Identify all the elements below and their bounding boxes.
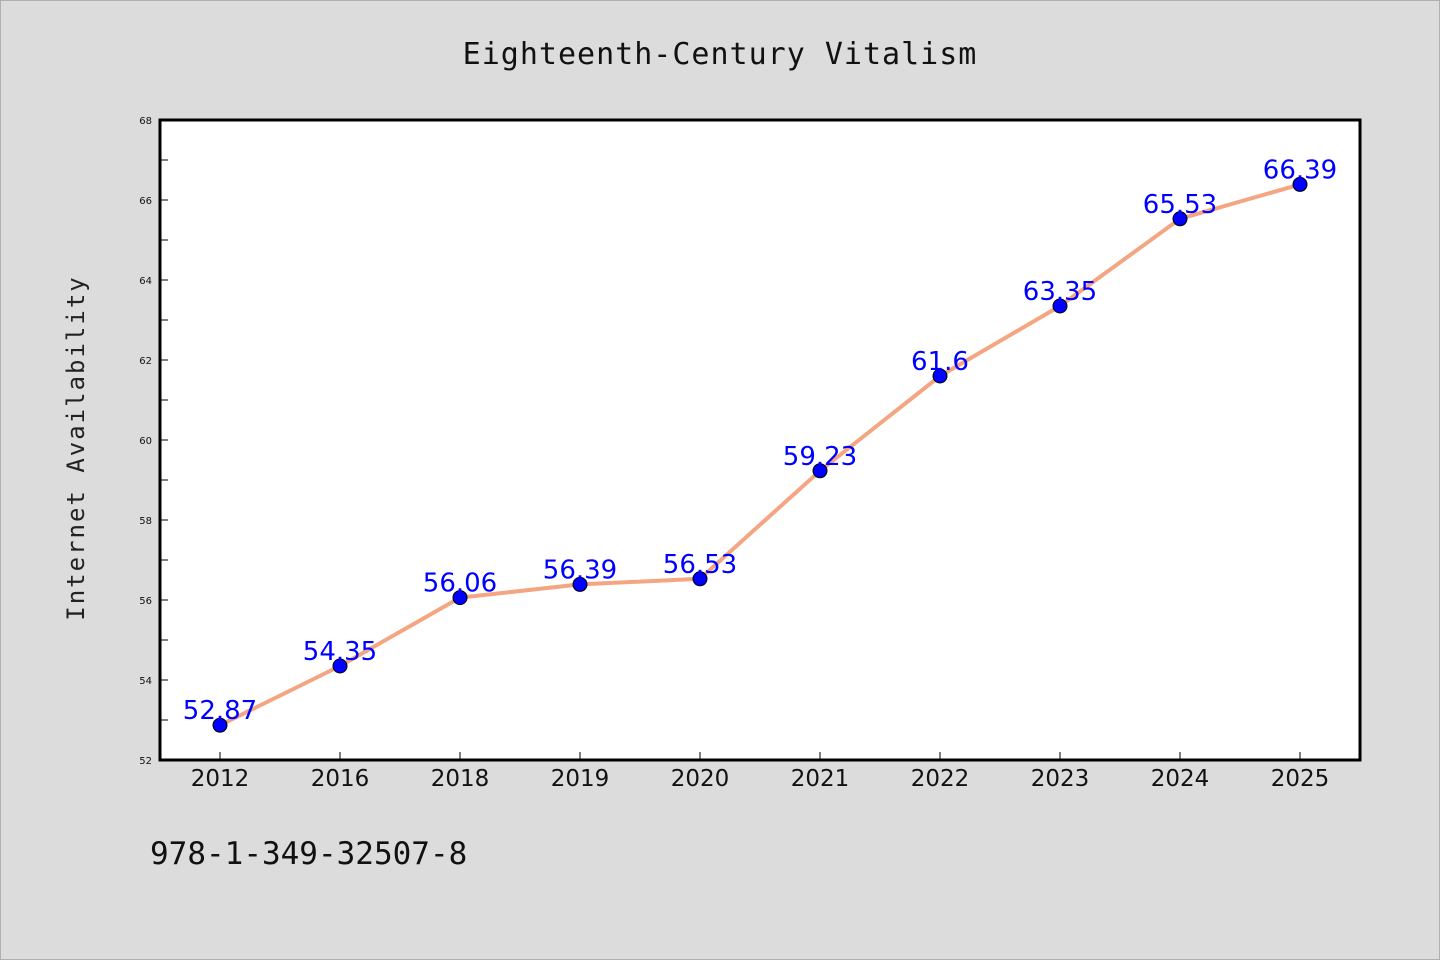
x-tick-label: 2024 <box>1151 766 1210 792</box>
x-tick-label: 2018 <box>431 766 490 792</box>
data-label: 56.53 <box>663 550 737 580</box>
data-point <box>692 571 708 587</box>
data-point <box>452 590 468 606</box>
data-point <box>932 368 948 384</box>
y-tick-label: 60 <box>139 436 152 447</box>
y-tick-label: 52 <box>139 756 152 767</box>
data-label: 65.53 <box>1143 190 1217 220</box>
y-tick-label: 68 <box>139 116 152 127</box>
data-point <box>1052 298 1068 314</box>
y-axis-label: Internet Availability <box>62 275 90 620</box>
data-label: 56.06 <box>423 569 497 599</box>
data-labels: 52.87 54.35 56.06 56.39 56.53 59.23 61.6 63.35 6… <box>183 155 1337 726</box>
y-tick-label: 58 <box>139 516 152 527</box>
x-tick-label: 2020 <box>671 766 730 792</box>
y-tick-label: 56 <box>139 596 152 607</box>
x-tick-label: 2012 <box>191 766 250 792</box>
x-axis-ticks: 2012 2016 2018 2019 2020 2021 2022 2023 2024 2025 <box>191 752 1330 792</box>
x-tick-label: 2019 <box>551 766 610 792</box>
data-label: 56.39 <box>543 555 617 585</box>
data-label: 52.87 <box>183 696 257 726</box>
data-label: 54.35 <box>303 637 377 667</box>
y-tick-label: 62 <box>139 356 152 367</box>
x-tick-label: 2025 <box>1271 766 1330 792</box>
y-tick-label: 66 <box>139 196 152 207</box>
y-tick-label: 64 <box>139 276 152 287</box>
series-line <box>218 182 1302 728</box>
data-point <box>332 658 348 674</box>
x-tick-label: 2022 <box>911 766 970 792</box>
x-tick-label: 2021 <box>791 766 850 792</box>
x-tick-label: 2023 <box>1031 766 1090 792</box>
data-label: 61.6 <box>911 347 969 377</box>
data-point <box>812 463 828 479</box>
footer-isbn: 978-1-349-32507-8 <box>150 836 467 872</box>
data-point <box>572 576 588 592</box>
data-label: 66.39 <box>1263 155 1337 185</box>
y-tick-label: 54 <box>139 676 152 687</box>
series-layer <box>212 176 1308 733</box>
x-tick-label: 2016 <box>311 766 370 792</box>
data-label: 63.35 <box>1023 277 1097 307</box>
data-point <box>212 717 228 733</box>
data-label: 59.23 <box>783 442 857 472</box>
data-point <box>1292 176 1308 192</box>
data-point <box>1172 211 1188 227</box>
chart-title: Eighteenth-Century Vitalism <box>463 37 978 72</box>
y-axis-ticks: 52 54 56 58 60 62 64 66 68 <box>139 116 168 767</box>
